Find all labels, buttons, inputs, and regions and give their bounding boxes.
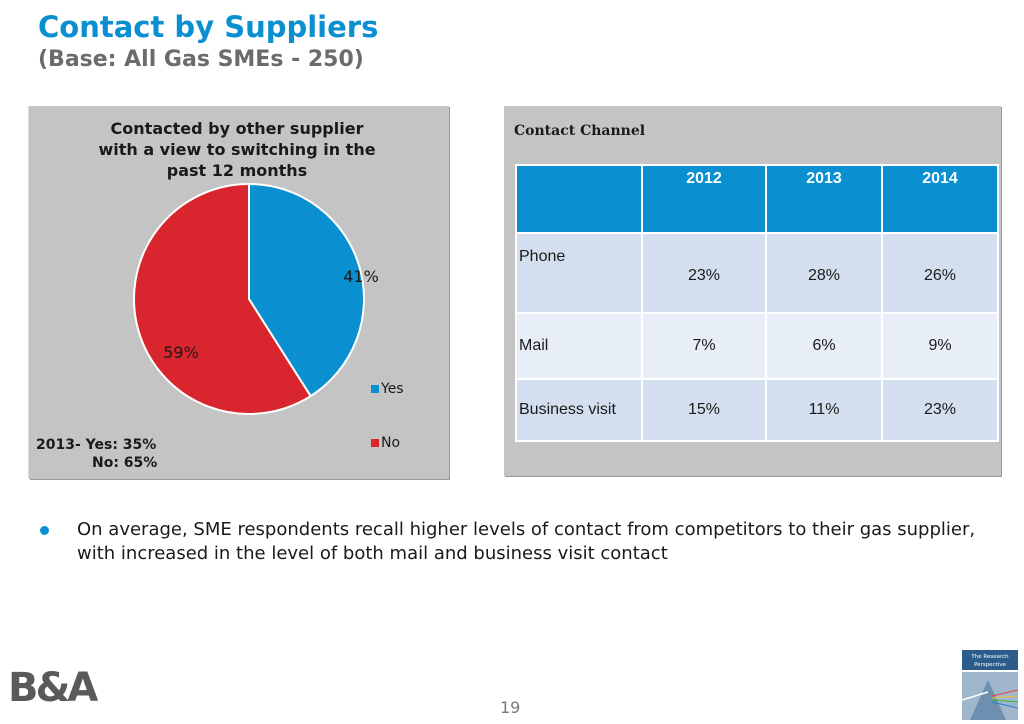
table-cell: 23%	[641, 232, 767, 314]
table-cell: 7%	[641, 312, 767, 380]
table-header-cell: 2012	[641, 164, 767, 234]
data-label-no: 59%	[163, 343, 199, 362]
page-number: 19	[500, 698, 521, 717]
svg-text:The Research: The Research	[970, 654, 1009, 660]
logo-text: B&A	[8, 665, 98, 711]
page-title: Contact by Suppliers	[38, 10, 379, 44]
contact-channel-panel: Contact Channel 2012 2013 2014 Phone 23%…	[504, 106, 1001, 476]
table-header-cell: 2014	[881, 164, 999, 234]
chart-note: 2013- Yes: 35% No: 65%	[36, 436, 157, 472]
table-header-cell	[515, 164, 643, 234]
table-cell: 6%	[765, 312, 883, 380]
legend-label-no: No	[381, 435, 400, 451]
contact-channel-table: 2012 2013 2014 Phone 23% 28% 26% Mail 7%…	[515, 164, 999, 442]
pie-slice-no	[133, 182, 313, 415]
table-header-cell: 2013	[765, 164, 883, 234]
research-perspective-logo: The Research Perspective	[962, 650, 1018, 720]
table-cell: 15%	[641, 378, 767, 442]
table-row: Phone 23% 28% 26%	[515, 232, 999, 314]
legend-swatch-yes	[371, 385, 379, 393]
note-line-1: 2013- Yes: 35%	[36, 437, 157, 453]
table-cell: 28%	[765, 232, 883, 314]
table-cell: 9%	[881, 312, 999, 380]
bullet-dot-icon	[40, 526, 49, 535]
row-label: Business visit	[515, 378, 643, 442]
legend-label-yes: Yes	[380, 381, 404, 397]
table-row: Mail 7% 6% 9%	[515, 312, 999, 380]
table-cell: 23%	[881, 378, 999, 442]
table-cell: 11%	[765, 378, 883, 442]
table-header-row: 2012 2013 2014	[515, 164, 999, 234]
pie-chart-panel: Contacted by other supplier with a view …	[29, 106, 449, 479]
svg-text:Perspective: Perspective	[974, 662, 1006, 668]
legend-swatch-no	[371, 439, 379, 447]
row-label: Phone	[515, 232, 643, 314]
table-title: Contact Channel	[514, 123, 646, 139]
chart-title: Contacted by other supplier with a view …	[98, 119, 376, 180]
note-line-2: No: 65%	[92, 455, 158, 471]
page-subtitle: (Base: All Gas SMEs - 250)	[38, 47, 364, 72]
table-cell: 26%	[881, 232, 999, 314]
data-label-yes: 41%	[343, 267, 379, 286]
row-label: Mail	[515, 312, 643, 380]
ba-logo: B&A	[8, 664, 98, 712]
pie-chart: 41% 59% Yes No	[133, 182, 404, 451]
bullet-text: On average, SME respondents recall highe…	[77, 519, 976, 564]
table-row: Business visit 15% 11% 23%	[515, 378, 999, 442]
